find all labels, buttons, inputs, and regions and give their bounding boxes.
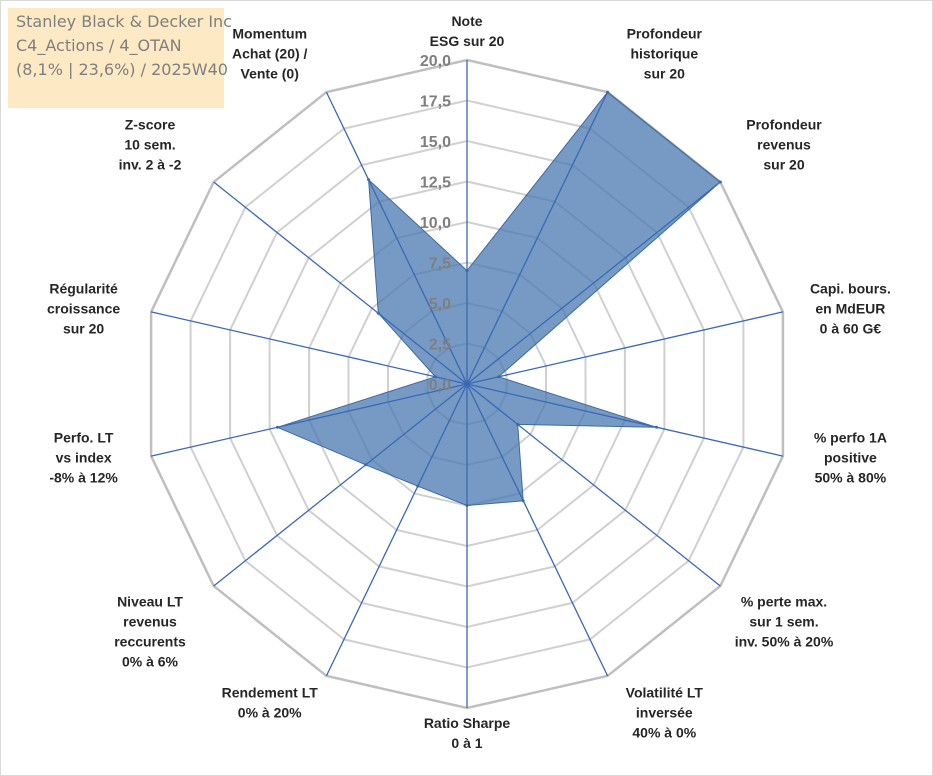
axis-label-1-line-1: Note: [451, 13, 482, 29]
axis-label-14-line-1: Momentum: [232, 26, 307, 42]
data-point-10: [364, 463, 368, 467]
axis-label-5-line-2: positive: [824, 449, 877, 465]
axis-label-2-line-1: Profondeur: [627, 26, 703, 42]
axis-label-13: Z-score 10 sem. inv. 2 à -2: [119, 117, 182, 173]
axis-label-7-line-2: inversée: [636, 705, 693, 721]
axis-label-4: Capi. bours. en MdEUR 0 à 60 G€: [810, 281, 891, 337]
axis-label-9-line-2: 0% à 20%: [238, 705, 302, 721]
axis-spoke-5: [466, 383, 784, 457]
axis-label-8-line-1: Ratio Sharpe: [424, 715, 511, 731]
tick-label-8: 20,0: [420, 53, 451, 70]
axis-label-3-line-1: Profondeur: [746, 117, 822, 133]
tick-label-7: 17,5: [420, 94, 451, 111]
data-point-13: [376, 311, 380, 315]
axis-label-6-line-3: inv. 50% à 20%: [735, 634, 834, 650]
axis-label-11-line-1: Perfo. LT: [54, 429, 114, 445]
chart-title-line-2: C4_Actions / 4_OTAN: [16, 36, 182, 55]
axis-label-2-line-2: historique: [630, 46, 698, 62]
axis-label-6-line-2: sur 1 sem.: [749, 614, 818, 630]
data-point-12: [433, 375, 437, 379]
data-point-5: [655, 425, 658, 429]
axis-label-5-line-1: % perfo 1A: [814, 429, 887, 445]
tick-label-6: 15,0: [420, 134, 451, 151]
data-point-4: [497, 375, 501, 379]
data-point-3: [718, 180, 722, 184]
axis-spoke-12: [150, 311, 468, 385]
axis-label-3: Profondeur revenus sur 20: [746, 117, 822, 173]
data-point-1: [465, 269, 469, 273]
axis-label-10-line-4: 0% à 6%: [122, 654, 179, 670]
axis-label-4-line-2: en MdEUR: [815, 301, 885, 317]
axis-label-2-line-3: sur 20: [644, 66, 685, 82]
axis-spoke-13: [213, 181, 468, 385]
axis-label-9-line-1: Rendement LT: [222, 685, 319, 701]
axis-label-12-line-2: croissance: [47, 301, 120, 317]
axis-label-4-line-1: Capi. bours.: [810, 281, 891, 297]
axis-label-3-line-2: revenus: [757, 137, 811, 153]
axis-label-8-line-2: 0 à 1: [451, 735, 482, 751]
tick-label-5: 12,5: [420, 175, 451, 192]
axis-label-1: Note ESG sur 20: [430, 13, 505, 49]
axis-label-7: Volatilité LT inversée 40% à 0%: [626, 685, 704, 741]
data-point-9: [416, 484, 420, 488]
data-point-8: [465, 504, 469, 507]
axis-label-5-line-3: 50% à 80%: [815, 469, 887, 485]
axis-label-6-line-1: % perte max.: [741, 594, 827, 610]
data-point-7: [521, 499, 525, 503]
axis-spoke-10: [213, 383, 468, 587]
axis-label-12-line-1: Régularité: [49, 281, 118, 297]
axis-label-10-line-1: Niveau LT: [117, 594, 183, 610]
axis-spoke-4: [466, 311, 784, 385]
axis-label-13-line-3: inv. 2 à -2: [119, 157, 182, 173]
axis-label-14-line-2: Achat (20) /: [232, 46, 308, 62]
axis-label-11: Perfo. LT vs index -8% à 12%: [49, 429, 118, 485]
axis-spoke-9: [325, 383, 468, 677]
axis-label-14-line-3: Vente (0): [241, 66, 299, 82]
chart-title-line-1: Stanley Black & Decker Inc: [16, 12, 232, 31]
axis-label-4-line-3: 0 à 60 G€: [820, 321, 882, 337]
axis-spoke-14: [325, 91, 468, 385]
data-point-11: [276, 425, 279, 429]
axis-label-11-line-3: -8% à 12%: [49, 469, 118, 485]
axis-label-10-line-3: reccurents: [114, 634, 186, 650]
axis-label-11-line-2: vs index: [56, 449, 112, 465]
series-area: [276, 91, 722, 507]
axis-label-6: % perte max. sur 1 sem. inv. 50% à 20%: [735, 594, 834, 650]
chart-title-line-3: (8,1% | 23,6%) / 2025W40: [16, 60, 228, 79]
axis-spoke-7: [466, 383, 609, 677]
axis-label-7-line-1: Volatilité LT: [626, 685, 704, 701]
axis-label-12: Régularité croissance sur 20: [47, 281, 120, 337]
tick-label-1: 2,5: [429, 337, 451, 354]
chart-title-box: Stanley Black & Decker Inc C4_Actions / …: [8, 8, 232, 108]
tick-label-2: 5,0: [429, 296, 451, 313]
axis-spoke-6: [466, 383, 721, 587]
axis-label-14: Momentum Achat (20) / Vente (0): [232, 26, 308, 82]
axis-label-8: Ratio Sharpe 0 à 1: [424, 715, 511, 751]
axis-label-13-line-2: 10 sem.: [124, 137, 175, 153]
axis-spoke-3: [466, 181, 721, 385]
axis-label-13-line-1: Z-score: [125, 117, 176, 133]
data-point-2: [606, 90, 610, 94]
axis-spoke-11: [150, 383, 468, 457]
axis-label-2: Profondeur historique sur 20: [627, 26, 703, 82]
data-point-14: [367, 178, 371, 182]
tick-label-0: 0,0: [429, 377, 451, 394]
axis-label-5: % perfo 1A positive 50% à 80%: [814, 429, 887, 485]
axis-label-12-line-3: sur 20: [63, 321, 104, 337]
axis-label-3-line-3: sur 20: [763, 157, 804, 173]
axis-label-7-line-3: 40% à 0%: [632, 725, 696, 741]
axis-label-10-line-2: revenus: [123, 614, 177, 630]
axis-label-9: Rendement LT 0% à 20%: [222, 685, 319, 721]
tick-label-4: 10,0: [420, 215, 451, 232]
data-point-6: [516, 422, 520, 426]
axis-label-1-line-2: ESG sur 20: [430, 33, 505, 49]
axis-spoke-2: [466, 91, 609, 385]
tick-label-3: 7,5: [429, 256, 451, 273]
axis-label-10: Niveau LT revenus reccurents 0% à 6%: [114, 594, 186, 670]
